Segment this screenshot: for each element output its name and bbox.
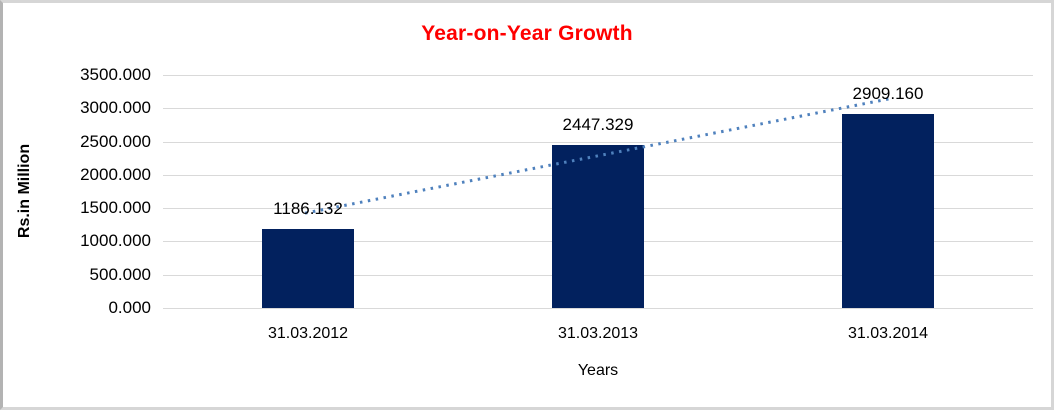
x-tick-label: 31.03.2012	[267, 325, 349, 342]
bar-value-label: 1186.132	[273, 199, 343, 219]
y-tick-label: 2500.000	[80, 131, 151, 151]
chart-title: Year-on-Year Growth	[421, 22, 633, 45]
x-tick-label: 31.03.2014	[847, 325, 929, 342]
bar-value-label: 2447.329	[562, 115, 634, 135]
y-axis-title: Rs.in Million	[16, 143, 33, 239]
bar-value-label: 2909.160	[852, 84, 924, 104]
gridline	[163, 75, 1033, 76]
gridline	[163, 108, 1033, 110]
y-tick-label: 3000.000	[80, 98, 151, 118]
bar	[842, 114, 934, 308]
y-tick-label: 500.000	[89, 264, 151, 284]
y-tick-label: 1500.000	[80, 198, 151, 218]
gridline	[163, 308, 1033, 309]
bar	[262, 229, 354, 308]
x-tick-label: 31.03.2013	[557, 325, 639, 342]
y-tick-label: 2000.000	[80, 164, 151, 184]
y-tick-label: 1000.000	[80, 231, 151, 251]
x-axis-title: Years	[577, 362, 619, 379]
bar	[552, 145, 644, 308]
y-tick-label: 0.000	[108, 298, 151, 317]
plot-area	[163, 75, 1033, 309]
y-tick-label: 3500.000	[80, 65, 151, 84]
